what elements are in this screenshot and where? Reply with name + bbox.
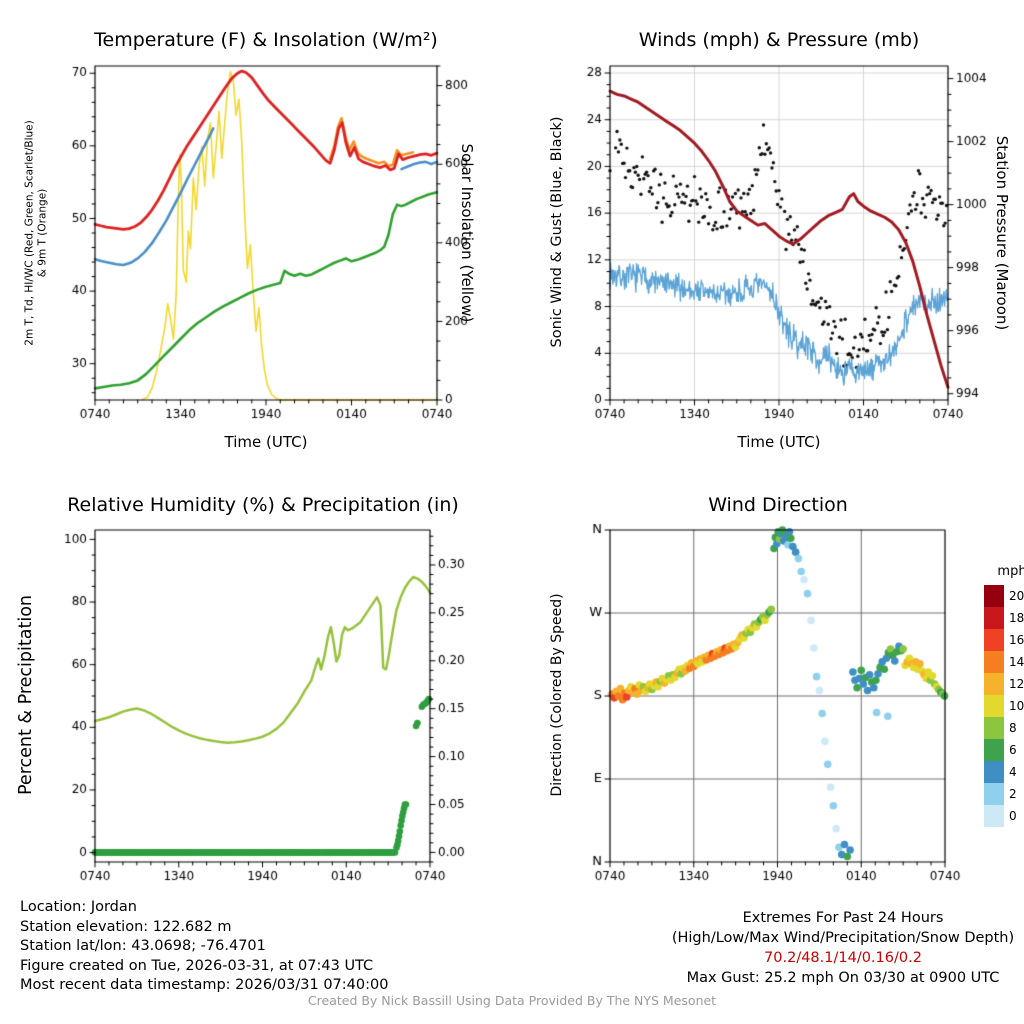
station-elevation: Station elevation: 122.682 m [20,918,232,935]
temp-ylabel-left-line1: 2m T, Td, HI/WC (Red, Green, Scarlet/Blu… [23,120,36,346]
legend-entry: 2 [984,783,1024,805]
legend-color-swatch [984,629,1004,651]
legend-color-swatch [984,805,1004,827]
legend-entry: 6 [984,739,1024,761]
pressure-ylabel-right: Station Pressure (Maroon) [993,135,1011,331]
insolation-ylabel-right: Solar Insolation (Yellow) [458,143,476,323]
legend-entry-label: 16 [1009,633,1024,647]
legend-entry: 14 [984,651,1024,673]
legend-color-swatch [984,761,1004,783]
legend-entry: 16 [984,629,1024,651]
legend-entry-label: 8 [1009,721,1017,735]
direction-ylabel-left: Direction (Colored By Speed) [549,593,565,797]
legend-color-swatch [984,739,1004,761]
max-gust: Max Gust: 25.2 mph On 03/30 at 0900 UTC [686,970,1000,986]
legend-entry: 20+ [984,585,1024,607]
legend-entry-label: 4 [1009,765,1017,779]
legend-entry-label: 6 [1009,743,1017,757]
legend-entry: 12 [984,673,1024,695]
recent-timestamp: Most recent data timestamp: 2026/03/31 0… [20,977,389,994]
figure-created: Figure created on Tue, 2026-03-31, at 07… [20,957,374,974]
legend-color-swatch [984,607,1004,629]
extremes-subtitle: (High/Low/Max Wind/Precipitation/Snow De… [671,930,1015,946]
speed-legend: 20+ 18 16 14 12 10 8 6 4 2 0 [984,585,1024,827]
legend-entry-label: 0 [1009,809,1017,823]
temp-xaxis-label: Time (UTC) [224,433,308,451]
wind-direction-chart-title: Wind Direction [708,494,848,516]
temp-ylabel-left-line2: & 9m T (Orange) [36,188,48,278]
extremes-block: Extremes For Past 24 Hours (High/Low/Max… [663,908,1023,988]
humidity-chart-title: Relative Humidity (%) & Precipitation (i… [67,494,459,516]
legend-entry: 0 [984,805,1024,827]
wind-xaxis-label: Time (UTC) [737,433,821,451]
station-location: Location: Jordan [20,899,137,915]
legend-color-swatch [984,695,1004,717]
legend-color-swatch [984,585,1004,607]
legend-color-swatch [984,717,1004,739]
legend-color-swatch [984,783,1004,805]
wind-chart-title: Winds (mph) & Pressure (mb) [638,29,920,51]
legend-entry-label: 10 [1009,699,1024,713]
legend-entry: 8 [984,717,1024,739]
humidity-ylabel-left: Percent & Precipitation [16,594,36,796]
legend-title-mph: mph [997,564,1024,579]
temp-chart-title: Temperature (F) & Insolation (W/m²) [94,29,438,51]
extremes-title: Extremes For Past 24 Hours [742,910,944,926]
legend-entry-label: 20+ [1009,589,1024,603]
legend-color-swatch [984,651,1004,673]
legend-entry-label: 2 [1009,787,1017,801]
legend-entry-label: 12 [1009,677,1024,691]
station-latlon: Station lat/lon: 43.0698; -76.4701 [20,938,266,955]
wind-ylabel-left: Sonic Wind & Gust (Blue, Black) [549,116,565,348]
legend-entry-label: 18 [1009,611,1024,625]
station-info-block: Location: Jordan Station elevation: 122.… [20,898,388,996]
extremes-values: 70.2/48.1/14/0.16/0.2 [764,950,922,966]
credit-line: Created By Nick Bassill Using Data Provi… [307,993,717,1008]
legend-entry-label: 14 [1009,655,1024,669]
legend-entry: 18 [984,607,1024,629]
legend-entry: 10 [984,695,1024,717]
legend-color-swatch [984,673,1004,695]
legend-entry: 4 [984,761,1024,783]
temp-ylabel-left: 2m T, Td, HI/WC (Red, Green, Scarlet/Blu… [24,120,49,345]
